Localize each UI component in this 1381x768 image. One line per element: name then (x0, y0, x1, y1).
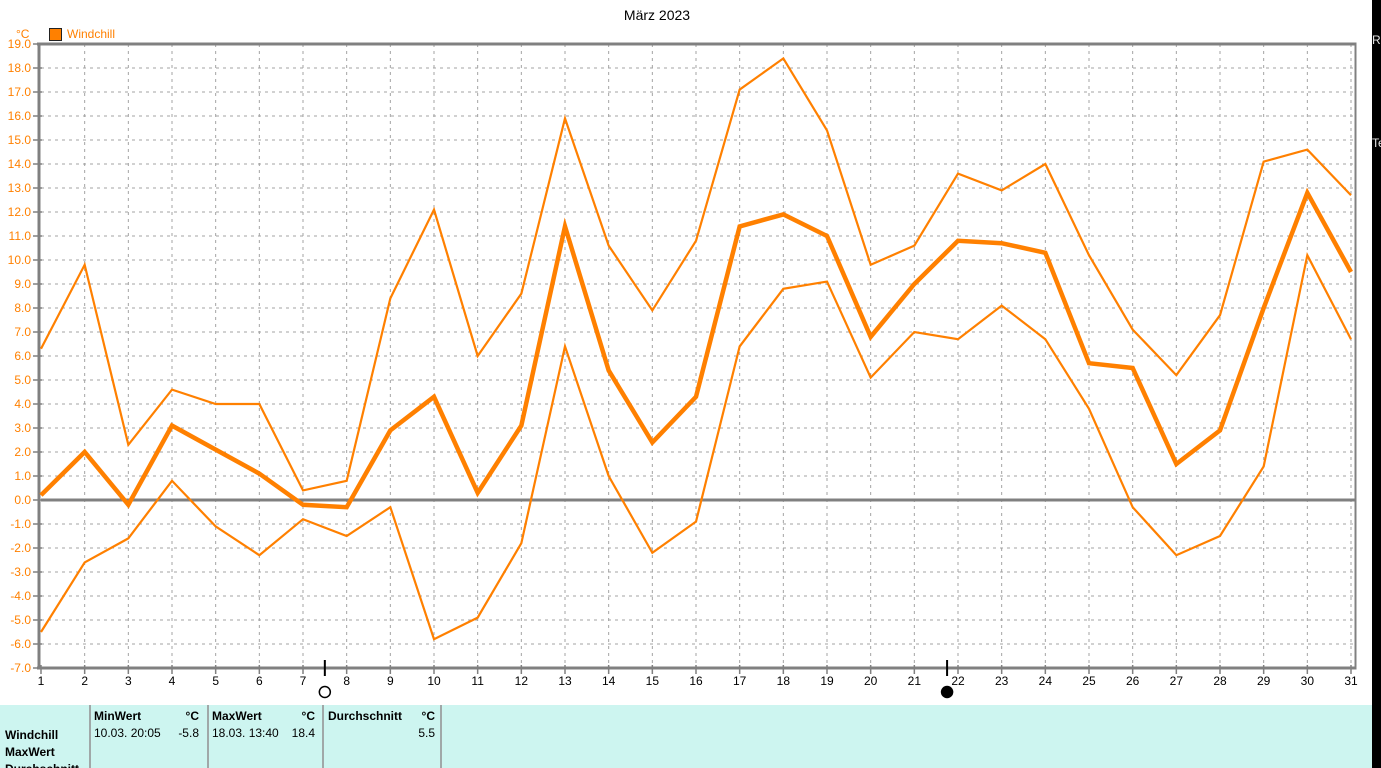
minwert-header: MinWert (94, 709, 142, 723)
legend: Windchill (49, 27, 115, 41)
table-divider (322, 705, 324, 768)
x-tick-label: 2 (81, 674, 88, 688)
x-tick-label: 16 (689, 674, 703, 688)
y-tick-label: 14.0 (8, 157, 32, 171)
x-tick-label: 19 (820, 674, 834, 688)
table-row-labels: Windchill MaxWert Durchschnitt (5, 727, 87, 768)
durchschnitt-value: 5.5 (418, 726, 435, 740)
y-tick-label: -5.0 (10, 613, 31, 627)
minwert-unit: °C (185, 709, 199, 723)
x-tick-label: 1 (38, 674, 45, 688)
y-tick-label: 3.0 (14, 421, 31, 435)
new-moon-icon (940, 685, 954, 699)
y-tick-label: 16.0 (8, 109, 32, 123)
y-tick-label: 6.0 (14, 349, 31, 363)
x-tick-label: 24 (1039, 674, 1053, 688)
x-tick-label: 12 (515, 674, 529, 688)
table-divider (207, 705, 209, 768)
y-tick-label: 4.0 (14, 397, 31, 411)
x-tick-label: 17 (733, 674, 747, 688)
row-label-maxwert: MaxWert (5, 745, 55, 759)
x-tick-label: 11 (471, 674, 484, 688)
y-tick-label: -3.0 (10, 565, 31, 579)
maxwert-value: 18.4 (291, 726, 315, 740)
legend-label: Windchill (67, 27, 116, 41)
durchschnitt-unit: °C (421, 709, 435, 723)
y-tick-label: -1.0 (10, 517, 31, 531)
x-tick-label: 27 (1170, 674, 1184, 688)
x-tick-label: 15 (646, 674, 660, 688)
row-label-windchill: Windchill (5, 728, 59, 742)
x-tick-label: 29 (1257, 674, 1271, 688)
x-tick-label: 20 (864, 674, 878, 688)
series-daily-average (39, 187, 1353, 510)
y-axis-unit-label: °C (16, 27, 30, 41)
background-window-strip: R Te (1372, 0, 1381, 768)
x-tick-label: 13 (558, 674, 572, 688)
series-daily-minimum (40, 251, 1352, 641)
y-tick-label: -7.0 (10, 661, 31, 675)
y-tick-label: 5.0 (14, 373, 31, 387)
y-tick-label: 15.0 (8, 133, 32, 147)
y-tick-label: 0.0 (14, 493, 31, 507)
chart-title: März 2023 (623, 7, 691, 23)
chart-canvas: -7.0 -6.0 -5.0 -4.0 -3.0 -2.0 -1.0 0.0 1.0 2.0 3.0… (8, 37, 1358, 699)
table-column-durchschnitt: Durchschnitt °C 5.5 (328, 705, 435, 768)
table-divider (89, 705, 91, 768)
maxwert-header: MaxWert (212, 709, 262, 723)
y-tick-label: 9.0 (14, 277, 31, 291)
background-window-text-fragment: Te (1372, 136, 1381, 150)
x-tick-label: 22 (951, 674, 965, 688)
x-tick-label: 23 (995, 674, 1009, 688)
series-daily-maximum (40, 56, 1352, 492)
x-tick-label: 6 (256, 674, 263, 688)
table-column-minwert: MinWert °C 10.03. 20:05 -5.8 (94, 705, 199, 768)
background-window-text-fragment: R (1372, 33, 1381, 47)
table-divider (440, 705, 442, 768)
y-tick-label: 8.0 (14, 301, 31, 315)
x-tick-label: 21 (908, 674, 922, 688)
x-tick-label: 4 (169, 674, 176, 688)
stats-table: Windchill MaxWert Durchschnitt MinWert °… (0, 705, 1372, 768)
x-tick-label: 28 (1213, 674, 1227, 688)
x-tick-label: 5 (212, 674, 219, 688)
legend-color-swatch (49, 27, 62, 41)
full-moon-icon (318, 685, 332, 699)
y-tick-label: -6.0 (10, 637, 31, 651)
y-tick-label: -2.0 (10, 541, 31, 555)
x-tick-label: 31 (1344, 674, 1358, 688)
x-tick-label: 30 (1301, 674, 1315, 688)
y-tick-label: 17.0 (8, 85, 32, 99)
row-label-durchschnitt: Durchschnitt (5, 761, 87, 768)
x-tick-label: 26 (1126, 674, 1140, 688)
x-tick-label: 14 (602, 674, 616, 688)
y-tick-label: 1.0 (14, 469, 31, 483)
y-tick-label: 7.0 (14, 325, 31, 339)
x-tick-label: 10 (427, 674, 441, 688)
y-tick-label: 2.0 (14, 445, 31, 459)
x-tick-label: 8 (343, 674, 350, 688)
table-column-maxwert: MaxWert °C 18.03. 13:40 18.4 (212, 705, 315, 768)
y-tick-label: 10.0 (8, 253, 32, 267)
durchschnitt-header: Durchschnitt (328, 709, 403, 723)
minwert-value: -5.8 (178, 726, 199, 740)
x-tick-label: 9 (387, 674, 394, 688)
y-tick-label: 12.0 (8, 205, 32, 219)
maxwert-datetime: 18.03. 13:40 (212, 726, 279, 740)
maxwert-unit: °C (301, 709, 315, 723)
x-tick-label: 25 (1082, 674, 1096, 688)
x-tick-label: 3 (125, 674, 132, 688)
x-tick-label: 18 (777, 674, 791, 688)
y-tick-label: -4.0 (10, 589, 31, 603)
y-tick-label: 13.0 (8, 181, 32, 195)
x-tick-label: 7 (300, 674, 307, 688)
y-tick-label: 19.0 (8, 37, 32, 51)
minwert-datetime: 10.03. 20:05 (94, 726, 161, 740)
y-tick-label: 11.0 (9, 229, 32, 243)
y-tick-label: 18.0 (8, 61, 32, 75)
